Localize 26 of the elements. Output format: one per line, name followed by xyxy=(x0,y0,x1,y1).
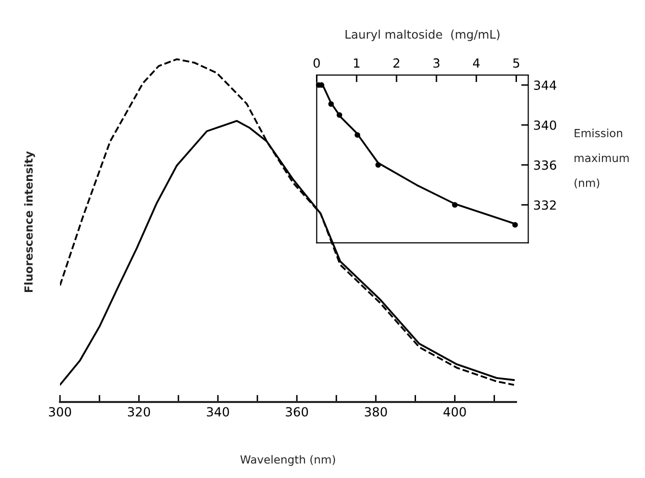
x-axis-title: Wavelength (nm) xyxy=(240,455,336,466)
point xyxy=(452,202,458,208)
point xyxy=(375,162,381,168)
point xyxy=(354,132,360,138)
y-tick-label: 336 xyxy=(534,160,556,170)
x-tick-label: 340 xyxy=(206,407,230,417)
x-axis-title: Lauryl maltoside (mg/mL) xyxy=(346,30,500,42)
y-tick-label: 344 xyxy=(534,80,556,90)
x-tick-label: 380 xyxy=(364,407,387,417)
x-tick-label: 400 xyxy=(443,407,466,417)
y-tick-label: 332 xyxy=(534,200,556,210)
x-tick-label: 1 xyxy=(354,58,360,68)
x-tick-label: 300 xyxy=(49,407,72,417)
x-tick-label: 320 xyxy=(128,407,150,417)
x-tick-label: 3 xyxy=(433,58,440,68)
text: Emission maximum (nm) xyxy=(574,128,629,188)
x-tick-label: 2 xyxy=(393,58,400,68)
x-tick-label: 0 xyxy=(314,58,320,68)
point xyxy=(328,101,334,107)
y-axis-title: Fluorescence intensity xyxy=(24,151,35,292)
y-tick-label: 340 xyxy=(534,120,556,130)
x-tick-label: 5 xyxy=(513,58,520,68)
x-tick-label: 4 xyxy=(473,58,480,68)
x-tick-label: 360 xyxy=(286,407,308,417)
point xyxy=(336,112,342,118)
point xyxy=(512,222,518,228)
